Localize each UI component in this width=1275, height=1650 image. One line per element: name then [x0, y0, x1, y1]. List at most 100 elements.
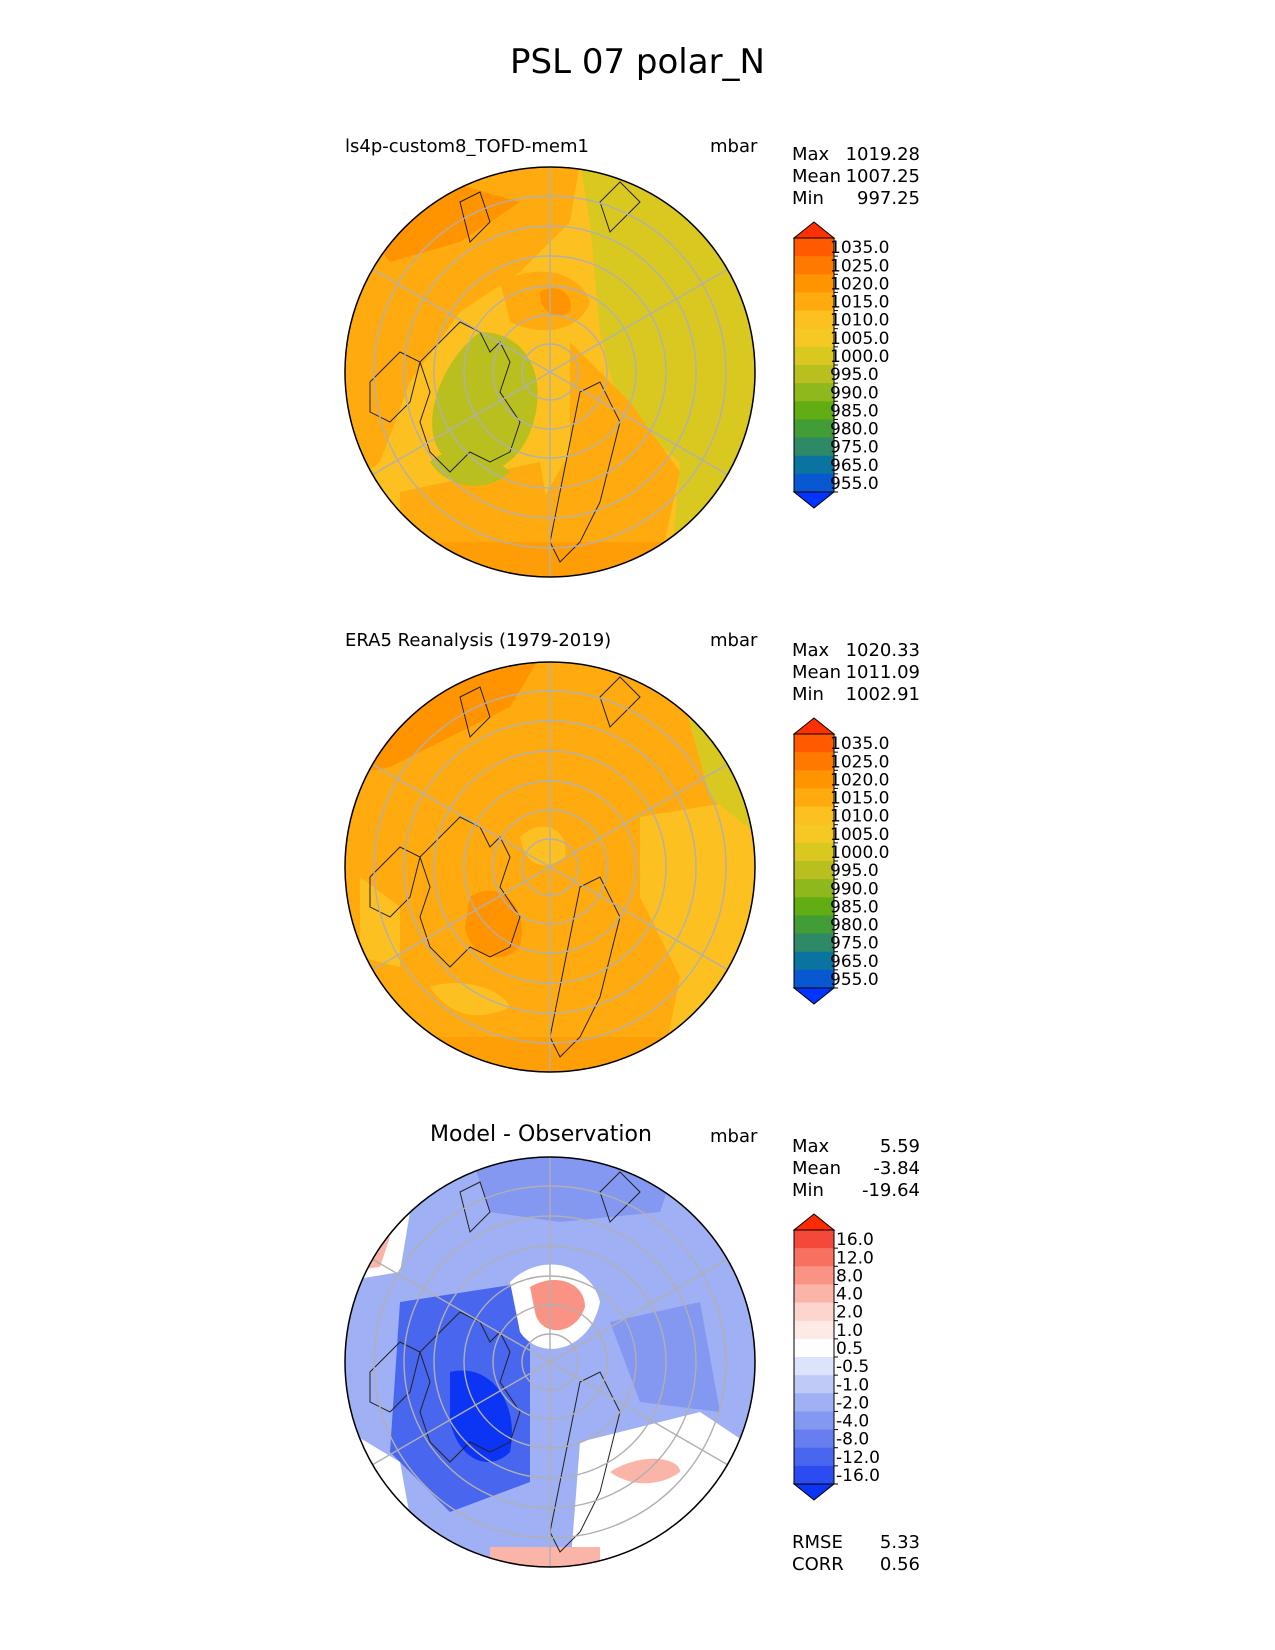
colorbar-block — [794, 1248, 834, 1267]
colorbar-label: 1020.0 — [830, 770, 889, 790]
colorbar-label: 965.0 — [830, 456, 879, 476]
panel-3-map — [344, 1156, 756, 1568]
map-border — [344, 1156, 756, 1568]
panel-2-subtitle: ERA5 Reanalysis (1979-2019) — [345, 630, 612, 651]
colorbar-label: 8.0 — [836, 1266, 863, 1286]
colorbar-label: 985.0 — [830, 401, 879, 421]
stat-value: 5.59 — [879, 1136, 920, 1157]
colorbar-block — [794, 1375, 834, 1394]
colorbar-block — [794, 473, 834, 493]
stat-label: Min — [792, 1180, 824, 1201]
colorbar-block — [794, 897, 834, 916]
colorbar-label: 990.0 — [830, 383, 879, 403]
stat-value: -3.84 — [873, 1158, 920, 1179]
metric-value: 5.33 — [879, 1532, 920, 1553]
colorbar-label: 12.0 — [836, 1248, 874, 1268]
colorbar-block — [794, 879, 834, 898]
colorbar-extend-bottom — [792, 987, 836, 1005]
colorbar-block — [794, 1230, 834, 1249]
panel-1-map — [344, 166, 756, 578]
metric-label: RMSE — [792, 1532, 843, 1553]
colorbar-label: 16.0 — [836, 1230, 874, 1250]
stat-value: 1007.25 — [845, 166, 920, 187]
stat-value: 997.25 — [857, 188, 920, 209]
panel-2-units: mbar — [710, 630, 758, 651]
stat-label: Max — [792, 144, 830, 165]
colorbar-block — [794, 861, 834, 880]
colorbar-block — [794, 1357, 834, 1376]
stat-value: 1020.33 — [845, 640, 920, 661]
colorbar-label: 990.0 — [830, 879, 879, 899]
colorbar-block — [794, 770, 834, 789]
colorbar-label: 1000.0 — [830, 347, 889, 367]
stat-label: Max — [792, 1136, 830, 1157]
colorbar-block — [794, 824, 834, 844]
colorbar-label: 1020.0 — [830, 274, 889, 294]
colorbar-block — [794, 969, 834, 989]
panel-1-subtitle: ls4p-custom8_TOFD-mem1 — [345, 136, 589, 157]
colorbar-block — [794, 256, 834, 275]
colorbar-block — [794, 1266, 834, 1285]
colorbar-block — [794, 734, 834, 753]
colorbar-label: -0.5 — [836, 1357, 869, 1377]
map-border — [344, 166, 756, 578]
panel-3-colorbar: 16.012.08.04.02.01.00.5-0.5-1.0-2.0-4.0-… — [792, 1213, 880, 1501]
colorbar-block — [794, 328, 834, 348]
colorbar-extend-bottom — [792, 491, 836, 509]
colorbar-label: 975.0 — [830, 934, 879, 954]
stat-label: Max — [792, 640, 830, 661]
graticule — [371, 167, 729, 577]
colorbar-label: -1.0 — [836, 1375, 869, 1395]
colorbar-block — [794, 437, 834, 457]
figure-title: PSL 07 polar_N — [510, 42, 765, 82]
stat-value: 1019.28 — [845, 144, 920, 165]
stat-label: Mean — [792, 166, 842, 187]
colorbar-label: 965.0 — [830, 952, 879, 972]
colorbar-block — [794, 788, 834, 808]
colorbar-label: 955.0 — [830, 970, 879, 990]
colorbar-extend-bottom — [792, 1483, 836, 1501]
colorbar-block — [794, 310, 834, 330]
metric-label: CORR — [792, 1554, 844, 1575]
colorbar-block — [794, 1447, 834, 1467]
colorbar-block — [794, 238, 834, 257]
colorbar-label: 1000.0 — [830, 843, 889, 863]
colorbar-extend-top — [792, 1213, 836, 1231]
panel-1-colorbar: 1035.01025.01020.01015.01010.01005.01000… — [792, 221, 889, 509]
colorbar-block — [794, 1393, 834, 1412]
colorbar-label: 995.0 — [830, 365, 879, 385]
panel-3-units: mbar — [710, 1126, 758, 1147]
colorbar-label: 955.0 — [830, 474, 879, 494]
colorbar-label: 4.0 — [836, 1285, 863, 1305]
colorbar-block — [794, 915, 834, 935]
colorbar-label: 975.0 — [830, 438, 879, 458]
colorbar-block — [794, 455, 834, 475]
colorbar-label: 2.0 — [836, 1303, 863, 1323]
map-border — [344, 661, 756, 1073]
panel-1-stats: Max 1019.28 Mean 1007.25 Min 997.25 — [792, 144, 920, 210]
metric-value: 0.56 — [879, 1554, 920, 1575]
colorbar-block — [794, 365, 834, 384]
colorbar-block — [794, 806, 834, 826]
colorbar-label: 1035.0 — [830, 238, 889, 258]
colorbar-block — [794, 933, 834, 953]
colorbar-block — [794, 1320, 834, 1340]
colorbar-label: 1035.0 — [830, 734, 889, 754]
colorbar-label: 1010.0 — [830, 311, 889, 331]
stat-value: 1011.09 — [845, 662, 920, 683]
colorbar-label: 1015.0 — [830, 293, 889, 313]
colorbar-label: 980.0 — [830, 420, 879, 440]
colorbar-label: 1025.0 — [830, 256, 889, 276]
colorbar-label: -16.0 — [836, 1466, 880, 1486]
stat-label: Min — [792, 684, 824, 705]
colorbar-label: 985.0 — [830, 897, 879, 917]
colorbar-label: -8.0 — [836, 1430, 869, 1450]
colorbar-label: -2.0 — [836, 1393, 869, 1413]
panel-3-subtitle: Model - Observation — [430, 1122, 652, 1147]
stat-label: Min — [792, 188, 824, 209]
stat-value: 1002.91 — [845, 684, 920, 705]
colorbar-block — [794, 419, 834, 439]
colorbar-block — [794, 1411, 834, 1431]
colorbar-label: 1025.0 — [830, 752, 889, 772]
panel-3-metrics: RMSE 5.33 CORR 0.56 — [792, 1532, 920, 1576]
